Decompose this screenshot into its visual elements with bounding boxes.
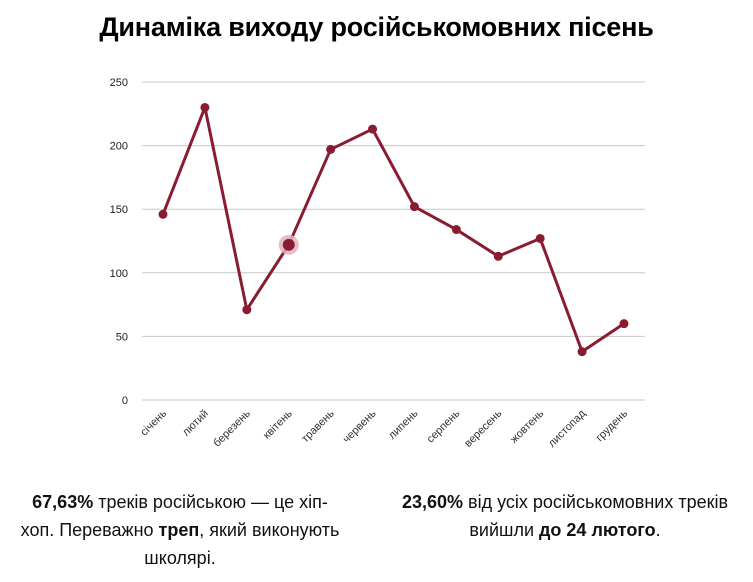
x-tick-label-0: січень bbox=[138, 407, 169, 438]
data-point-1 bbox=[200, 102, 210, 112]
x-tick-label-11: грудень bbox=[594, 407, 631, 444]
stat-before-feb24-percent: 23,60% bbox=[401, 492, 463, 512]
x-tick-label-3: квітень bbox=[261, 407, 295, 441]
x-tick-label-6: липень bbox=[386, 407, 420, 441]
stat-before-feb24-text-2: . bbox=[655, 520, 661, 540]
y-tick-label-1: 50 bbox=[116, 331, 128, 343]
x-tick-label-2: березень bbox=[211, 407, 253, 449]
x-tick-label-5: червень bbox=[341, 407, 379, 445]
series-line-0 bbox=[161, 105, 626, 354]
data-point-8 bbox=[493, 251, 503, 261]
y-tick-label-4: 200 bbox=[110, 141, 128, 153]
data-point-11 bbox=[619, 319, 629, 329]
stat-before-feb24: 23,60% від усіх російськомовних треків в… bbox=[400, 488, 730, 544]
data-point-7 bbox=[451, 225, 461, 235]
y-tick-label-3: 150 bbox=[110, 204, 128, 216]
data-point-0 bbox=[158, 209, 168, 219]
x-tick-label-7: серпень bbox=[425, 407, 463, 445]
stat-hiphop: 67,63% треків російською — це хіп-хоп. П… bbox=[20, 488, 340, 572]
data-point-9 bbox=[535, 233, 545, 243]
x-tick-label-9: жовтень bbox=[508, 407, 546, 445]
x-tick-label-4: травень bbox=[299, 407, 337, 445]
data-point-2 bbox=[242, 305, 252, 315]
stat-hiphop-text-2: , який виконують школярі. bbox=[144, 520, 340, 568]
x-tick-label-10: листопад bbox=[546, 407, 589, 450]
y-tick-label-0: 0 bbox=[122, 395, 128, 407]
stat-before-feb24-date: до 24 лютого bbox=[539, 520, 656, 540]
data-point-4 bbox=[326, 144, 336, 154]
stat-hiphop-text-1: треків російською — це хіп-хоп. Переважн… bbox=[20, 492, 328, 540]
y-tick-label-2: 100 bbox=[110, 268, 128, 280]
chart-title: Динаміка виходу російськомовних пісень bbox=[99, 12, 654, 42]
y-tick-label-5: 250 bbox=[110, 77, 128, 89]
line-chart: 0 50 100 150 200 250 січень лютий березень квітен… bbox=[110, 77, 645, 450]
stat-hiphop-percent: 67,63% bbox=[32, 492, 94, 512]
x-tick-label-1: лютий bbox=[180, 408, 211, 439]
data-point-6 bbox=[409, 202, 419, 212]
stat-before-feb24-text-1: від усіх російськомовних треків вийшли bbox=[463, 492, 729, 540]
data-point-5 bbox=[368, 124, 378, 134]
stat-hiphop-trap: треп bbox=[158, 520, 200, 540]
x-tick-label-8: вересень bbox=[462, 407, 504, 449]
data-point-3 bbox=[282, 238, 295, 251]
data-point-10 bbox=[577, 347, 587, 357]
